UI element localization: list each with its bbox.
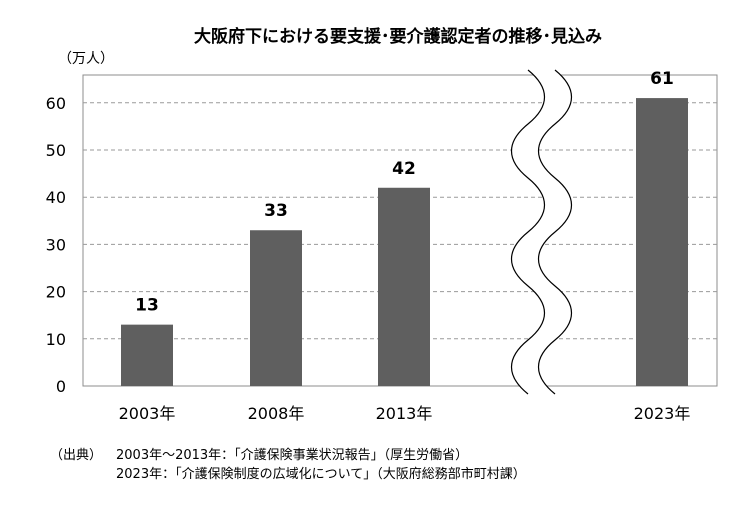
y-tick-label: 0 bbox=[56, 377, 66, 396]
gridlines bbox=[83, 102, 717, 340]
source-line-1: 2003年～2013年：「介護保険事業状況報告」（厚生労働省） bbox=[116, 448, 469, 463]
bar-chart: 大阪府下における要支援･要介護認定者の推移･見込み （万人） 0 10 20 30 40… bbox=[46, 26, 718, 423]
y-axis-ticks: 0 10 20 30 40 50 60 bbox=[46, 94, 66, 396]
y-tick-label: 30 bbox=[46, 235, 66, 254]
bar bbox=[378, 187, 430, 386]
source-line-2: 2023年：「介護保険制度の広域化について」（大阪府総務部市町村課） bbox=[116, 467, 526, 482]
y-unit-label: （万人） bbox=[58, 51, 114, 67]
y-tick-label: 60 bbox=[46, 94, 66, 113]
bars bbox=[121, 98, 688, 386]
x-tick-label: 2003年 bbox=[119, 404, 176, 423]
bar bbox=[250, 230, 302, 386]
data-label: 61 bbox=[650, 69, 674, 89]
source-lead: （出典） bbox=[50, 448, 103, 463]
y-tick-label: 50 bbox=[46, 141, 66, 160]
y-tick-label: 40 bbox=[46, 188, 66, 207]
y-tick-label: 10 bbox=[46, 330, 66, 349]
axis-break-mark bbox=[511, 69, 572, 395]
source-note: （出典） 2003年～2013年：「介護保険事業状況報告」（厚生労働省） 202… bbox=[50, 446, 526, 484]
x-tick-label: 2023年 bbox=[634, 404, 691, 423]
bar bbox=[121, 324, 173, 386]
data-label: 42 bbox=[392, 159, 416, 179]
x-tick-label: 2013年 bbox=[376, 404, 433, 423]
data-labels: 13 33 42 61 bbox=[135, 69, 674, 316]
x-axis-labels: 2003年 2008年 2013年 2023年 bbox=[119, 404, 691, 423]
data-label: 33 bbox=[264, 201, 288, 221]
x-tick-label: 2008年 bbox=[248, 404, 305, 423]
y-tick-label: 20 bbox=[46, 283, 66, 302]
data-label: 13 bbox=[135, 296, 159, 316]
chart-title: 大阪府下における要支援･要介護認定者の推移･見込み bbox=[194, 26, 602, 47]
bar bbox=[636, 98, 688, 386]
